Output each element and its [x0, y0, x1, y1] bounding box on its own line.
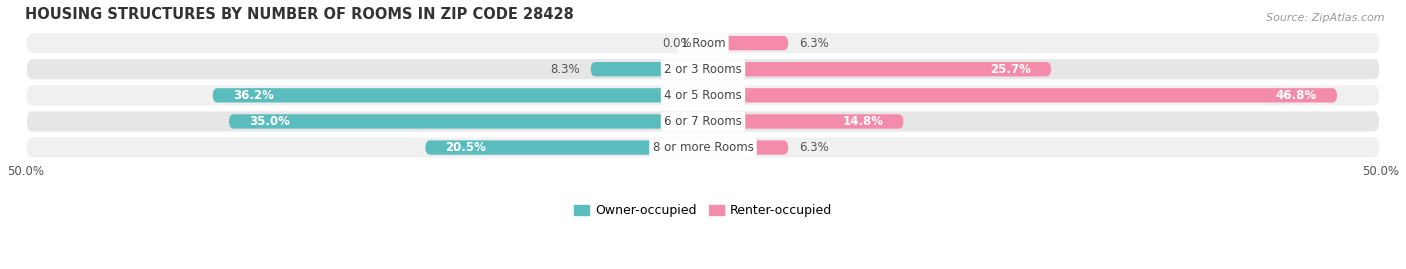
Text: 0.0%: 0.0%	[662, 37, 692, 49]
FancyBboxPatch shape	[25, 32, 1381, 54]
Text: HOUSING STRUCTURES BY NUMBER OF ROOMS IN ZIP CODE 28428: HOUSING STRUCTURES BY NUMBER OF ROOMS IN…	[25, 7, 574, 22]
Text: 20.5%: 20.5%	[446, 141, 486, 154]
Text: 2 or 3 Rooms: 2 or 3 Rooms	[664, 63, 742, 76]
FancyBboxPatch shape	[25, 58, 1381, 80]
Text: 25.7%: 25.7%	[990, 63, 1031, 76]
Legend: Owner-occupied, Renter-occupied: Owner-occupied, Renter-occupied	[568, 199, 838, 222]
FancyBboxPatch shape	[703, 62, 1052, 76]
FancyBboxPatch shape	[591, 62, 703, 76]
FancyBboxPatch shape	[25, 84, 1381, 107]
Text: 4 or 5 Rooms: 4 or 5 Rooms	[664, 89, 742, 102]
Text: 8.3%: 8.3%	[550, 63, 579, 76]
Text: 6 or 7 Rooms: 6 or 7 Rooms	[664, 115, 742, 128]
Text: 46.8%: 46.8%	[1275, 89, 1317, 102]
FancyBboxPatch shape	[25, 110, 1381, 133]
Text: 6.3%: 6.3%	[799, 141, 830, 154]
FancyBboxPatch shape	[703, 36, 789, 50]
FancyBboxPatch shape	[703, 114, 904, 129]
FancyBboxPatch shape	[212, 88, 703, 102]
Text: 1 Room: 1 Room	[681, 37, 725, 49]
Text: Source: ZipAtlas.com: Source: ZipAtlas.com	[1267, 13, 1385, 23]
FancyBboxPatch shape	[425, 140, 703, 155]
Text: 8 or more Rooms: 8 or more Rooms	[652, 141, 754, 154]
FancyBboxPatch shape	[25, 136, 1381, 159]
Text: 35.0%: 35.0%	[249, 115, 290, 128]
Text: 14.8%: 14.8%	[842, 115, 883, 128]
FancyBboxPatch shape	[703, 140, 789, 155]
Text: 6.3%: 6.3%	[799, 37, 830, 49]
FancyBboxPatch shape	[703, 88, 1337, 102]
FancyBboxPatch shape	[229, 114, 703, 129]
Text: 36.2%: 36.2%	[233, 89, 274, 102]
